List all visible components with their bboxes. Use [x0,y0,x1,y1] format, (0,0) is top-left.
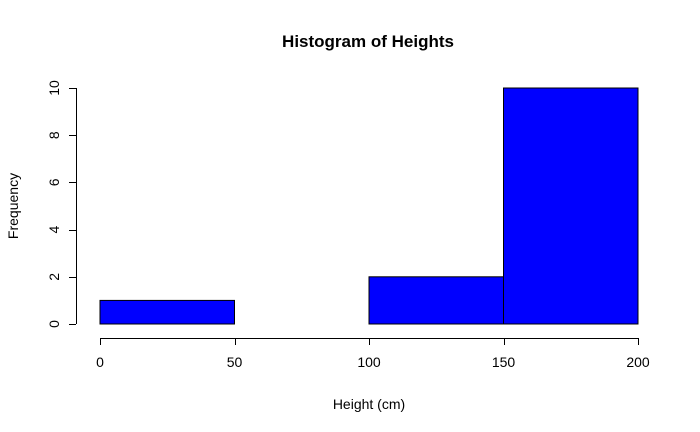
y-tick-label-6: 6 [46,178,62,186]
histogram-bar-150-200 [503,87,639,325]
x-axis: 0 50 100 150 200 [96,338,650,370]
x-tick-label-100: 100 [357,354,381,370]
y-tick-label-4: 4 [46,225,62,233]
y-axis: 0 2 4 6 8 10 [46,80,77,328]
y-tick-label-2: 2 [46,273,62,281]
chart-title: Histogram of Heights [282,32,454,51]
x-tick-label-150: 150 [492,354,516,370]
histogram-bar-100-150 [368,276,504,325]
x-tick-label-200: 200 [626,354,650,370]
y-tick-label-8: 8 [46,131,62,139]
y-tick-label-10: 10 [46,80,62,96]
y-axis-label: Frequency [5,173,21,239]
histogram-bar-0-50 [99,299,235,325]
bars-group [99,87,639,325]
x-tick-label-50: 50 [227,354,243,370]
x-tick-label-0: 0 [96,354,104,370]
y-tick-label-0: 0 [46,320,62,328]
x-axis-label: Height (cm) [333,396,405,412]
